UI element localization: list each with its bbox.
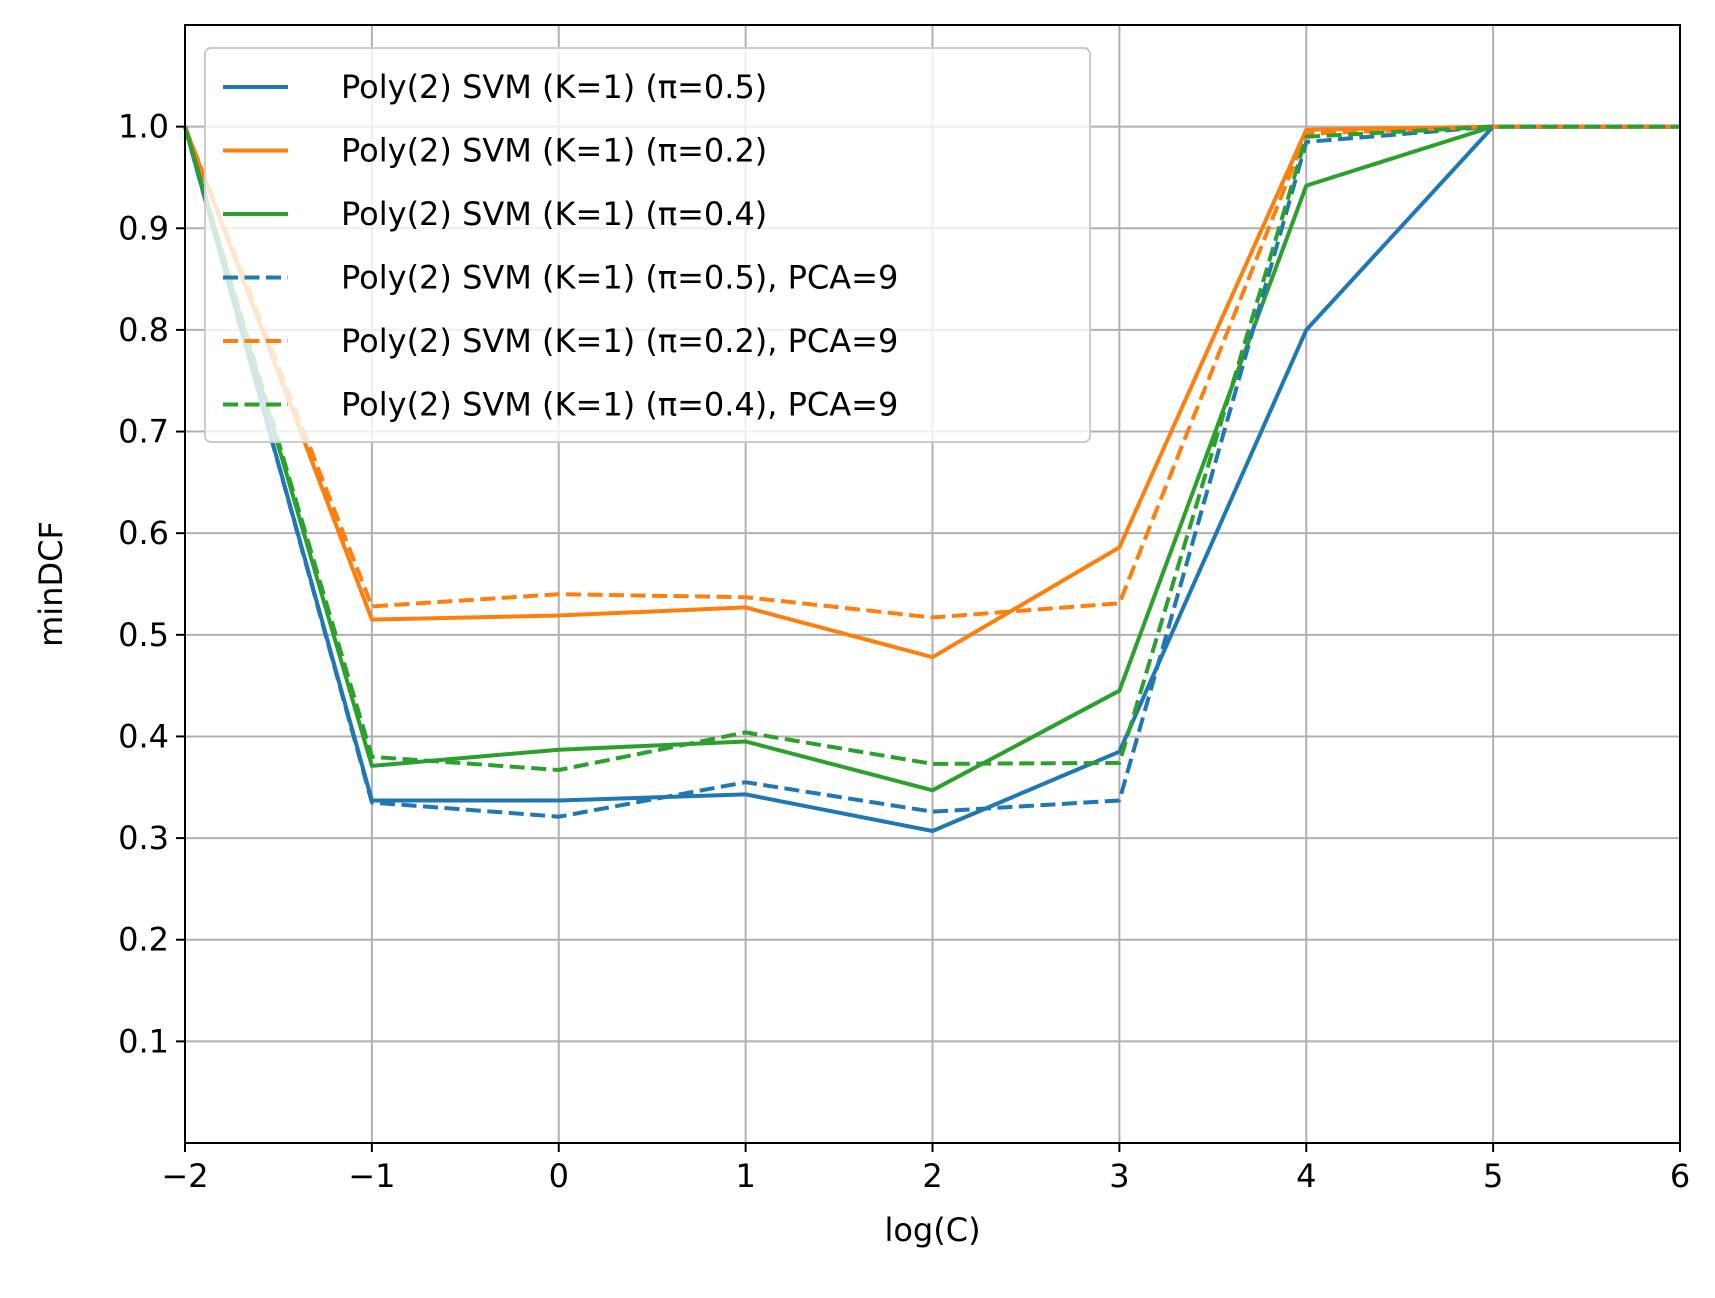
- x-tick-label: −1: [348, 1157, 395, 1195]
- legend-label-6: Poly(2) SVM (K=1) (π=0.4), PCA=9: [341, 386, 898, 424]
- y-tick-label: 0.9: [118, 209, 169, 247]
- y-tick-label: 0.5: [118, 616, 169, 654]
- legend: Poly(2) SVM (K=1) (π=0.5) Poly(2) SVM (K=…: [204, 47, 1091, 443]
- legend-label-4: Poly(2) SVM (K=1) (π=0.5), PCA=9: [341, 259, 898, 297]
- x-tick-label: 2: [922, 1157, 942, 1195]
- y-tick-label: 0.2: [118, 921, 169, 959]
- legend-label-3: Poly(2) SVM (K=1) (π=0.4): [341, 195, 767, 233]
- x-tick-label: 0: [549, 1157, 569, 1195]
- series-line-4: [183, 124, 1680, 819]
- y-tick-label: 0.3: [118, 819, 169, 857]
- legend-label-2: Poly(2) SVM (K=1) (π=0.2): [341, 132, 767, 170]
- y-axis-label: minDCF: [32, 521, 70, 647]
- x-tick-label: 6: [1670, 1157, 1690, 1195]
- series-group: [183, 124, 1680, 833]
- x-tick-label: 1: [735, 1157, 755, 1195]
- x-tick-label: −2: [161, 1157, 208, 1195]
- x-axis-label: log(C): [884, 1211, 980, 1249]
- y-axis: 0.1 0.2 0.3 0.4 0.5 0.6 0.7 0.8 0.9 1.0: [118, 108, 185, 1060]
- series-line-6: [183, 124, 1680, 772]
- y-tick-label: 0.4: [118, 717, 169, 755]
- y-tick-label: 1.0: [118, 108, 169, 146]
- x-tick-label: 5: [1483, 1157, 1503, 1195]
- legend-label-1: Poly(2) SVM (K=1) (π=0.5): [341, 68, 767, 106]
- legend-label-5: Poly(2) SVM (K=1) (π=0.2), PCA=9: [341, 322, 898, 360]
- series-line-1: [183, 124, 1680, 833]
- x-tick-label: 3: [1109, 1157, 1129, 1195]
- x-tick-label: 4: [1296, 1157, 1316, 1195]
- legend-box: [204, 47, 1091, 443]
- y-tick-label: 0.7: [118, 413, 169, 451]
- series-line-5: [183, 124, 1680, 620]
- y-tick-label: 0.8: [118, 311, 169, 349]
- y-tick-label: 0.6: [118, 514, 169, 552]
- x-axis: −2 −1 0 1 2 3 4 5 6: [161, 1143, 1690, 1195]
- y-tick-label: 0.1: [118, 1022, 169, 1060]
